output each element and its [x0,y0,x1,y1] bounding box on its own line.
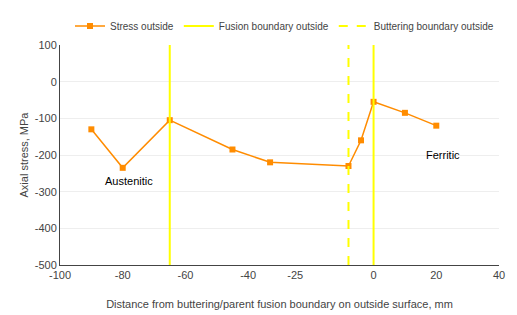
svg-text:-80: -80 [115,269,131,281]
svg-text:-500: -500 [35,259,57,271]
svg-text:-40: -40 [240,269,256,281]
svg-text:0: 0 [51,76,57,88]
svg-text:-400: -400 [35,222,57,234]
svg-text:40: 40 [493,269,505,281]
svg-text:Ferritic: Ferritic [426,149,460,161]
svg-text:Axial stress, MPa: Axial stress, MPa [18,112,30,198]
svg-text:-300: -300 [35,186,57,198]
svg-text:-25: -25 [287,269,303,281]
svg-text:100: 100 [38,39,56,51]
svg-text:Austenitic: Austenitic [105,175,153,187]
svg-text:20: 20 [430,269,442,281]
svg-text:-200: -200 [35,149,57,161]
svg-text:Stress outside: Stress outside [110,21,174,32]
svg-text:Distance from buttering/parent: Distance from buttering/parent fusion bo… [106,298,453,310]
svg-text:-60: -60 [177,269,193,281]
svg-text:0: 0 [371,269,377,281]
svg-text:Buttering boundary outside: Buttering boundary outside [374,21,494,32]
svg-text:-100: -100 [49,269,71,281]
svg-text:-100: -100 [35,112,57,124]
svg-text:Fusion boundary outside: Fusion boundary outside [219,21,329,32]
